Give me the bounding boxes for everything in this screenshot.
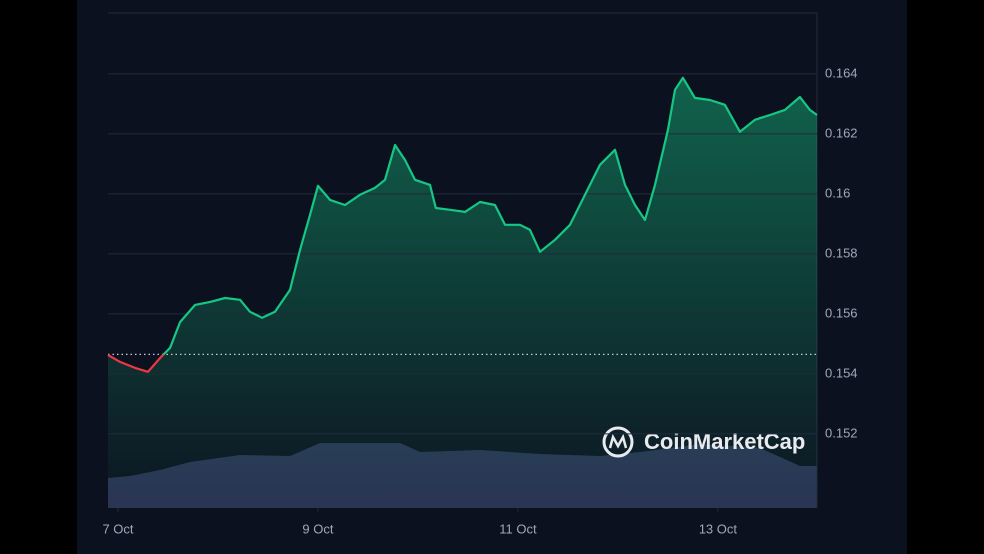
watermark-logo-mark bbox=[608, 433, 628, 449]
x-tick-label: 11 Oct bbox=[499, 521, 537, 536]
x-tick-label: 7 Oct bbox=[102, 521, 133, 536]
y-tick-label: 0.156 bbox=[825, 305, 858, 320]
watermark-text: CoinMarketCap bbox=[644, 429, 805, 454]
y-tick-label: 0.162 bbox=[825, 125, 858, 140]
y-tick-label: 0.16 bbox=[825, 185, 850, 200]
price-line bbox=[107, 76, 818, 373]
y-tick-label: 0.158 bbox=[825, 245, 858, 260]
y-tick-label: 0.164 bbox=[825, 65, 858, 80]
watermark-logo bbox=[602, 426, 634, 458]
x-tick-label: 13 Oct bbox=[699, 521, 738, 536]
price-area bbox=[108, 77, 817, 509]
y-tick-label: 0.152 bbox=[825, 425, 858, 440]
x-tick-label: 9 Oct bbox=[302, 521, 333, 536]
watermark: CoinMarketCap bbox=[602, 426, 805, 458]
y-tick-label: 0.154 bbox=[825, 365, 858, 380]
